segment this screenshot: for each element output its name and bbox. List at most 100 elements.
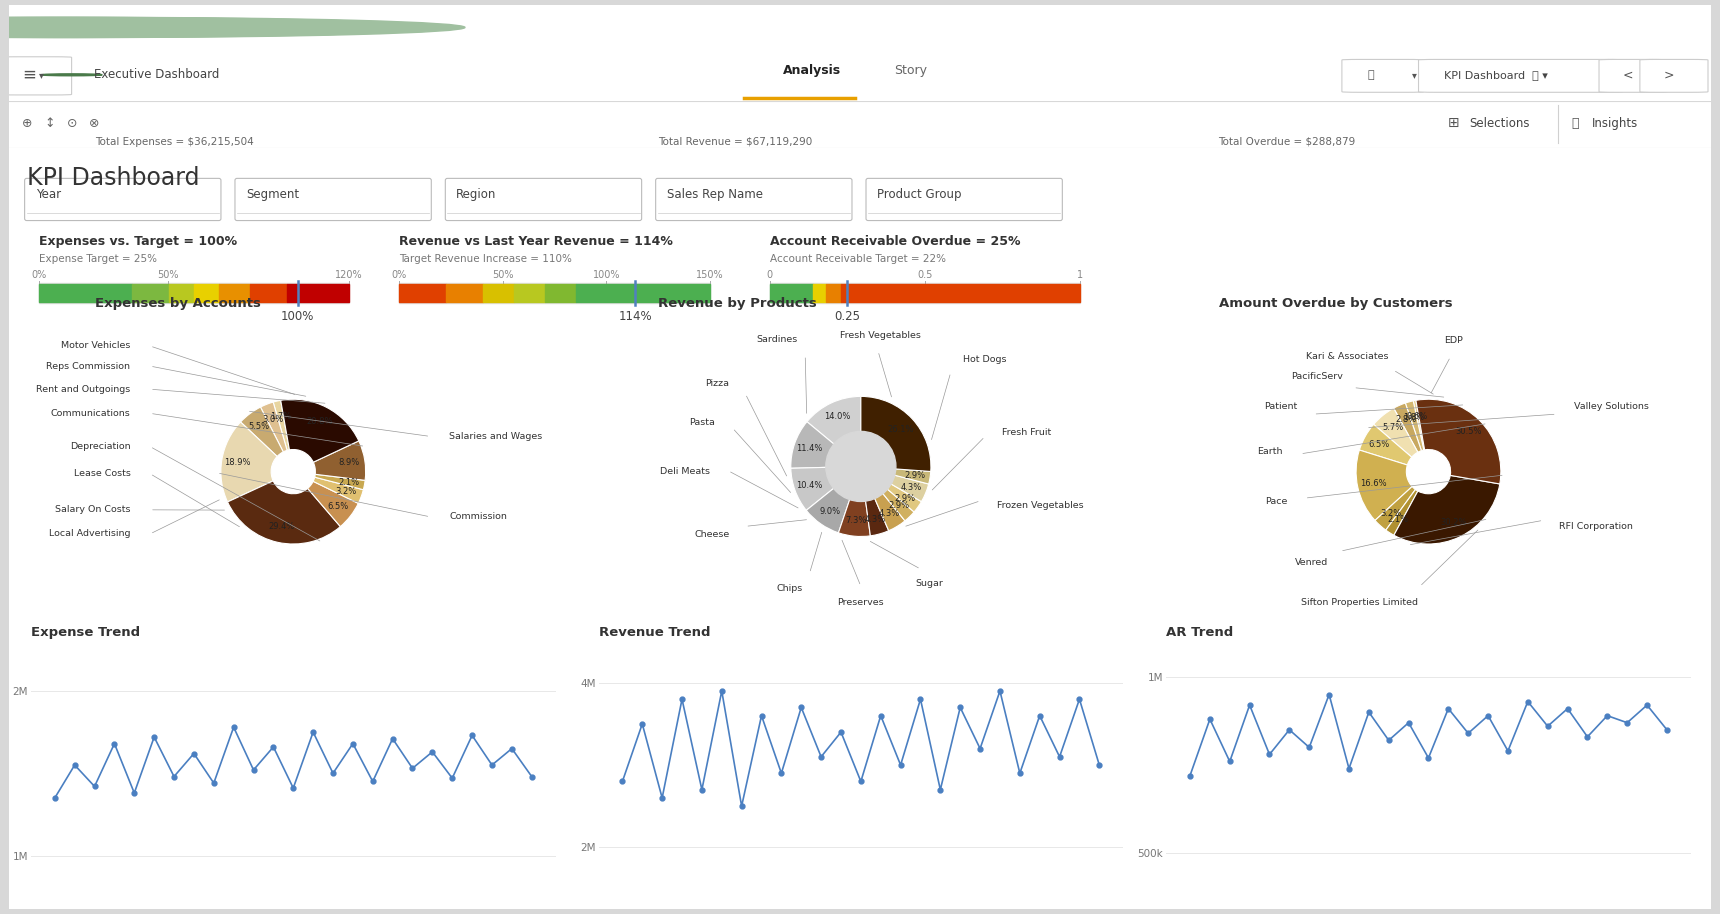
FancyBboxPatch shape xyxy=(1639,59,1708,92)
Wedge shape xyxy=(227,481,341,544)
Wedge shape xyxy=(308,482,358,526)
Wedge shape xyxy=(869,484,905,531)
Bar xyxy=(814,284,826,302)
Text: ⊙: ⊙ xyxy=(67,117,77,130)
Text: Fresh Vegetables: Fresh Vegetables xyxy=(839,331,920,340)
Text: Expenses by Accounts: Expenses by Accounts xyxy=(95,297,261,310)
Text: Sugar: Sugar xyxy=(915,579,943,588)
Wedge shape xyxy=(838,487,870,537)
Bar xyxy=(249,284,287,302)
Wedge shape xyxy=(874,481,913,521)
Circle shape xyxy=(0,17,464,37)
Text: 3.0%: 3.0% xyxy=(261,415,284,423)
Text: Total Overdue = $288,879: Total Overdue = $288,879 xyxy=(1218,137,1355,147)
Text: ⊗: ⊗ xyxy=(89,117,100,130)
Wedge shape xyxy=(862,397,931,472)
Wedge shape xyxy=(807,397,862,452)
Text: Expense Target = 25%: Expense Target = 25% xyxy=(38,254,157,264)
Text: 📊: 📊 xyxy=(1572,117,1579,130)
Text: 7.3%: 7.3% xyxy=(845,516,867,526)
FancyBboxPatch shape xyxy=(0,57,72,95)
Text: Selections: Selections xyxy=(1469,117,1531,130)
Text: Sardines: Sardines xyxy=(757,335,798,345)
Circle shape xyxy=(0,17,415,37)
Wedge shape xyxy=(1386,490,1417,536)
Wedge shape xyxy=(273,400,289,451)
Text: 6.5%: 6.5% xyxy=(1369,440,1390,449)
Text: Local Advertising: Local Advertising xyxy=(48,529,131,538)
Text: 16.6%: 16.6% xyxy=(1361,479,1386,488)
Wedge shape xyxy=(1355,450,1412,520)
Bar xyxy=(38,282,349,303)
Text: Account Receivable Target = 22%: Account Receivable Target = 22% xyxy=(771,254,946,264)
Text: 20.8%: 20.8% xyxy=(306,417,332,426)
Wedge shape xyxy=(1414,400,1424,450)
Bar xyxy=(841,284,1080,302)
Text: 2.1%: 2.1% xyxy=(339,478,359,486)
Text: Product Group: Product Group xyxy=(877,188,961,201)
Bar xyxy=(287,284,349,302)
Text: 1: 1 xyxy=(1077,270,1084,280)
FancyBboxPatch shape xyxy=(24,178,220,220)
Text: Insights: Insights xyxy=(1593,117,1639,130)
Text: Pizza: Pizza xyxy=(705,379,729,388)
Text: Frozen Vegetables: Frozen Vegetables xyxy=(998,501,1084,510)
Circle shape xyxy=(826,431,896,502)
Wedge shape xyxy=(313,477,363,504)
FancyBboxPatch shape xyxy=(1342,59,1424,92)
Text: 0.6%: 0.6% xyxy=(1407,411,1428,420)
Text: Rent and Outgoings: Rent and Outgoings xyxy=(36,385,131,394)
Wedge shape xyxy=(1393,475,1500,544)
Wedge shape xyxy=(313,441,366,481)
FancyBboxPatch shape xyxy=(865,178,1063,220)
Bar xyxy=(132,284,169,302)
Text: Commission: Commission xyxy=(449,513,507,521)
Text: Total Expenses = $36,215,504: Total Expenses = $36,215,504 xyxy=(95,137,255,147)
Wedge shape xyxy=(791,421,845,468)
Bar xyxy=(576,284,710,302)
Text: Expense Trend: Expense Trend xyxy=(31,626,139,639)
Text: 30.5%: 30.5% xyxy=(1455,427,1481,436)
Text: Kari & Associates: Kari & Associates xyxy=(1305,352,1388,360)
Bar xyxy=(399,284,445,302)
Text: Total Revenue = $67,119,290: Total Revenue = $67,119,290 xyxy=(657,137,812,147)
Text: 2.1%: 2.1% xyxy=(1388,515,1409,524)
Text: Account Receivable Overdue = 25%: Account Receivable Overdue = 25% xyxy=(771,235,1020,248)
Text: 4.3%: 4.3% xyxy=(879,509,900,517)
Text: Sifton Properties Limited: Sifton Properties Limited xyxy=(1302,598,1419,607)
Text: ≡: ≡ xyxy=(22,66,36,84)
Text: 1.8%: 1.8% xyxy=(1404,413,1424,421)
Text: 8.9%: 8.9% xyxy=(339,458,359,467)
Text: Preserves: Preserves xyxy=(838,598,884,607)
Wedge shape xyxy=(260,402,287,452)
Text: Amount Overdue by Customers: Amount Overdue by Customers xyxy=(1218,297,1452,310)
Text: 18.9%: 18.9% xyxy=(224,458,251,467)
Text: Lease Costs: Lease Costs xyxy=(74,469,131,478)
Text: Pace: Pace xyxy=(1266,497,1288,506)
Text: 2.9%: 2.9% xyxy=(905,471,925,480)
Wedge shape xyxy=(807,480,855,533)
Wedge shape xyxy=(1359,424,1412,465)
Wedge shape xyxy=(315,474,365,490)
Bar xyxy=(771,282,1080,303)
Text: * The data set contains negative or zero values that cannot be shown in this cha: * The data set contains negative or zero… xyxy=(1262,642,1594,651)
Text: Reps Commission: Reps Commission xyxy=(46,362,131,370)
FancyBboxPatch shape xyxy=(1600,59,1667,92)
Text: Revenue by Products: Revenue by Products xyxy=(657,297,817,310)
Text: 2.9%: 2.9% xyxy=(889,501,910,510)
Text: ▾: ▾ xyxy=(1412,69,1417,80)
Text: 2.9%: 2.9% xyxy=(894,494,917,503)
Wedge shape xyxy=(1374,409,1417,457)
Wedge shape xyxy=(791,467,845,510)
Text: * The data set contains negative or zero values that cannot be shown in this cha: * The data set contains negative or zero… xyxy=(127,642,459,651)
Text: <: < xyxy=(1624,69,1634,81)
Text: Target Revenue Increase = 110%: Target Revenue Increase = 110% xyxy=(399,254,573,264)
Text: ⊞: ⊞ xyxy=(1448,116,1459,131)
Wedge shape xyxy=(220,422,277,502)
Text: 29.4%: 29.4% xyxy=(268,522,294,531)
Text: Story: Story xyxy=(894,64,927,77)
Text: >: > xyxy=(1663,69,1674,81)
Text: 0%: 0% xyxy=(31,270,46,280)
FancyBboxPatch shape xyxy=(1419,59,1624,92)
Text: 100%: 100% xyxy=(593,270,621,280)
